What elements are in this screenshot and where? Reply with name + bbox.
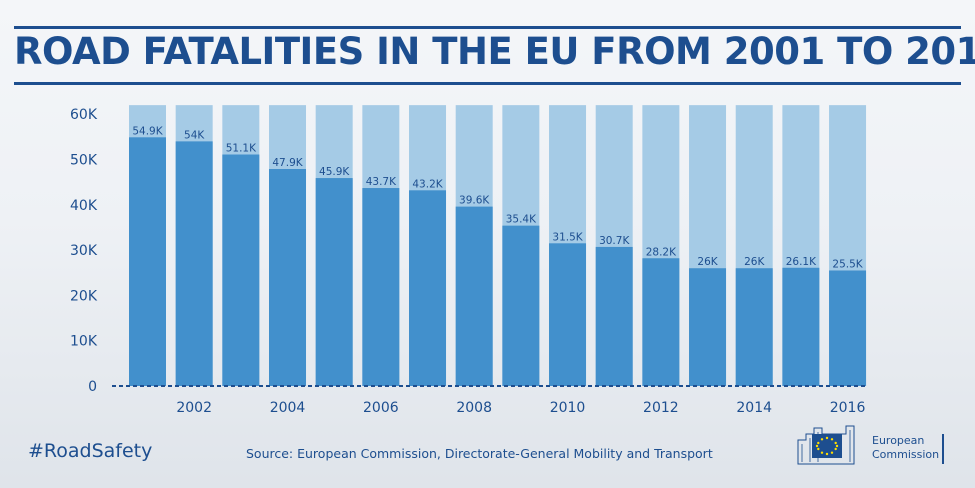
value-label-2002: 54K: [184, 129, 205, 141]
ec-logo-text: European Commission: [872, 434, 939, 462]
value-label-2016: 25.5K: [832, 258, 863, 270]
value-label-2008: 39.6K: [459, 195, 490, 207]
y-tick-label-20K: 20K: [70, 288, 98, 304]
value-label-2007: 43.2K: [412, 178, 443, 190]
value-label-2005: 45.9K: [319, 166, 350, 178]
value-label-2010: 31.5K: [552, 231, 583, 243]
value-label-2015: 26.1K: [786, 256, 817, 268]
value-label-2004: 47.9K: [272, 157, 303, 169]
ec-logo-line2: Commission: [872, 448, 940, 461]
bar-2002: [175, 141, 213, 386]
bar-2006: [362, 188, 400, 386]
hashtag[interactable]: #RoadSafety: [28, 440, 153, 462]
bar-2009: [502, 225, 540, 386]
y-tick-label-40K: 40K: [70, 198, 98, 214]
ec-logo-divider: [942, 434, 944, 464]
ec-logo-line1: European: [872, 434, 925, 447]
x-tick-label-2004: 2004: [270, 400, 306, 416]
bar-2008: [455, 206, 493, 386]
y-tick-label-30K: 30K: [70, 243, 98, 259]
bar-2015: [782, 267, 820, 386]
value-label-2011: 30.7K: [599, 235, 630, 247]
y-tick-label-60K: 60K: [70, 107, 98, 123]
value-label-2012: 28.2K: [646, 246, 677, 258]
y-tick-label-10K: 10K: [70, 334, 98, 350]
bar-2014: [735, 268, 773, 386]
value-label-2013: 26K: [697, 256, 718, 268]
x-tick-label-2002: 2002: [176, 400, 212, 416]
chart-title: ROAD FATALITIES IN THE EU FROM 2001 TO 2…: [14, 30, 975, 73]
value-label-2003: 51.1K: [226, 143, 257, 155]
x-tick-label-2014: 2014: [736, 400, 772, 416]
y-tick-label-50K: 50K: [70, 153, 98, 169]
bar-2005: [315, 178, 353, 386]
european-commission-logo: European Commission: [794, 420, 946, 470]
value-label-2014: 26K: [744, 256, 765, 268]
title-bottom-rule: [14, 82, 961, 85]
bar-2003: [222, 154, 260, 386]
bar-2010: [549, 243, 587, 386]
bar-2007: [409, 190, 447, 386]
value-label-2009: 35.4K: [506, 214, 537, 226]
x-tick-label-2008: 2008: [456, 400, 492, 416]
title-top-rule: [14, 26, 961, 29]
bar-2004: [269, 169, 307, 386]
y-tick-label-0: 0: [88, 379, 97, 395]
value-label-2001: 54.9K: [132, 125, 163, 137]
bar-2012: [642, 258, 680, 386]
value-label-2006: 43.7K: [366, 176, 397, 188]
bar-2001: [129, 137, 166, 386]
bar-2016: [829, 270, 867, 386]
x-tick-label-2012: 2012: [643, 400, 679, 416]
ec-logo-icon: [797, 425, 855, 465]
bar-2011: [595, 246, 633, 386]
source-note: Source: European Commission, Directorate…: [246, 446, 713, 461]
x-tick-label-2016: 2016: [830, 400, 866, 416]
bar-2013: [689, 268, 727, 386]
x-tick-label-2010: 2010: [550, 400, 586, 416]
x-tick-label-2006: 2006: [363, 400, 399, 416]
